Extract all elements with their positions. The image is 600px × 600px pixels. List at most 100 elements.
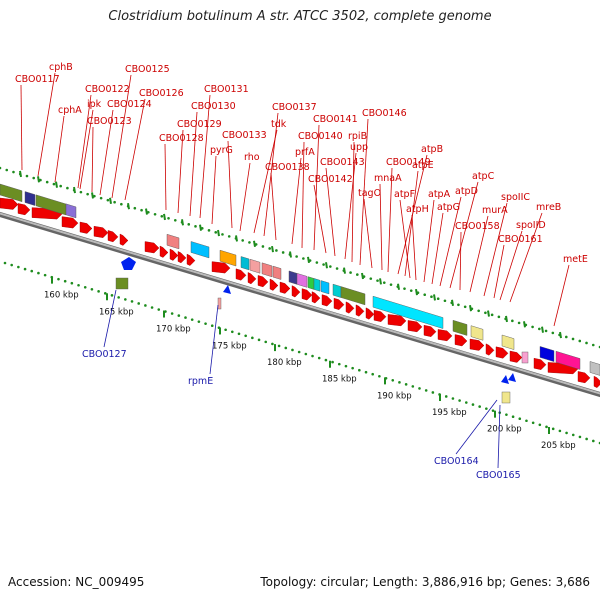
guide-dot xyxy=(173,218,177,222)
forward-gene-leader xyxy=(509,212,543,303)
cds-arrow xyxy=(291,285,301,298)
forward-gene-label: CBO0125 xyxy=(125,64,170,75)
forward-gene-label: CBO0138 xyxy=(265,162,310,173)
guide-dot xyxy=(66,186,69,190)
guide-dot xyxy=(103,292,107,295)
outer-tick-mark xyxy=(55,181,58,188)
guide-dot xyxy=(150,306,154,309)
outer-tick-mark xyxy=(217,229,220,237)
forward-gene-label: atpA xyxy=(428,189,451,200)
guide-dot xyxy=(291,348,294,352)
forward-gene-label: atpH xyxy=(406,204,429,215)
guide-dot xyxy=(592,439,595,443)
guide-dot xyxy=(538,327,541,331)
guide-dot xyxy=(376,279,379,282)
guide-dot xyxy=(531,325,534,329)
forward-gene-leader xyxy=(399,199,411,279)
guide-dot xyxy=(378,374,381,378)
guide-dot xyxy=(538,423,542,427)
guide-dot xyxy=(331,360,334,364)
cds-arrow xyxy=(61,216,79,229)
forward-gene-label: CBO0129 xyxy=(177,119,222,130)
outer-tick-mark xyxy=(181,219,184,226)
reverse-gene-leader xyxy=(103,289,117,348)
scale-tick-label: 175 kbp xyxy=(212,341,247,351)
forward-gene-label: CBO0117 xyxy=(15,74,60,85)
guide-dot xyxy=(497,315,501,319)
forward-gene-leader xyxy=(111,74,132,199)
guide-dot xyxy=(351,366,354,370)
feature-box xyxy=(249,258,261,274)
cds-arrow xyxy=(577,371,591,384)
guide-dot xyxy=(544,329,548,333)
cds-arrow xyxy=(247,272,257,285)
scale-tick-label: 170 kbp xyxy=(156,325,191,335)
forward-gene-label: rho xyxy=(244,152,260,163)
outer-tick-mark xyxy=(73,186,76,194)
guide-dot xyxy=(57,277,60,281)
guide-dot xyxy=(0,166,2,170)
outer-tick-mark xyxy=(379,278,382,285)
outer-tick-mark xyxy=(19,170,22,178)
cds-arrow xyxy=(279,281,291,294)
guide-dot xyxy=(25,174,29,178)
cds-arrow xyxy=(321,294,333,307)
forward-gene-label: pyrG xyxy=(210,145,233,156)
guide-dot xyxy=(337,362,341,366)
guide-dot xyxy=(237,332,241,336)
guide-dot xyxy=(10,263,13,267)
guide-dot xyxy=(45,180,49,184)
cds-arrow xyxy=(365,307,375,320)
scale-tick-label: 195 kbp xyxy=(432,408,467,418)
lower-feature-box xyxy=(521,351,529,364)
forward-gene-label: murA xyxy=(482,205,508,216)
outer-tick-mark xyxy=(109,197,112,204)
guide-dot xyxy=(130,300,134,303)
forward-gene-leader xyxy=(363,198,373,269)
forward-gene-leader xyxy=(351,141,355,263)
cds-arrow xyxy=(373,309,387,322)
guide-dot xyxy=(251,336,254,340)
outer-tick-mark xyxy=(415,288,418,296)
guide-dot xyxy=(113,200,116,204)
guide-dot xyxy=(207,229,211,232)
outer-tick-mark xyxy=(163,213,166,221)
forward-gene-leader xyxy=(291,157,302,245)
forward-gene-label: atpF xyxy=(394,189,415,200)
cds-arrow xyxy=(311,291,321,304)
cds-arrow xyxy=(177,251,187,264)
guide-dot xyxy=(477,309,480,313)
guide-dot xyxy=(297,350,301,354)
guide-dot xyxy=(369,277,373,280)
forward-gene-label: mreB xyxy=(536,202,561,213)
feature-box xyxy=(332,283,342,298)
forward-gene-label: CBO0161 xyxy=(498,234,543,245)
cds-arrow xyxy=(257,275,269,288)
forward-gene-leader xyxy=(77,94,92,189)
guide-dot xyxy=(451,397,455,400)
cds-arrow xyxy=(454,334,468,347)
forward-gene-label: CBO0133 xyxy=(222,130,267,141)
forward-gene-leader xyxy=(387,167,393,273)
guide-dot xyxy=(43,273,47,277)
accession-text: Accession: NC_009495 xyxy=(8,575,145,589)
lower-feature-box xyxy=(217,297,222,310)
guide-dot xyxy=(344,364,348,368)
guide-dot xyxy=(214,231,218,234)
outer-tick-mark xyxy=(145,208,148,215)
guide-dot xyxy=(197,320,201,323)
cds-arrow xyxy=(333,297,345,310)
guide-dot xyxy=(70,281,74,285)
guide-dot xyxy=(3,261,7,265)
forward-gene-leader xyxy=(431,212,444,285)
guide-dot xyxy=(23,267,27,271)
feature-box xyxy=(589,361,600,376)
forward-gene-leader xyxy=(411,214,417,281)
forward-gene-label: CBO0124 xyxy=(107,99,152,110)
guide-dot xyxy=(257,338,261,342)
forward-gene-leader xyxy=(227,140,233,229)
forward-gene-leader xyxy=(439,196,462,287)
guide-dot xyxy=(349,271,352,274)
guide-dot xyxy=(418,387,421,390)
